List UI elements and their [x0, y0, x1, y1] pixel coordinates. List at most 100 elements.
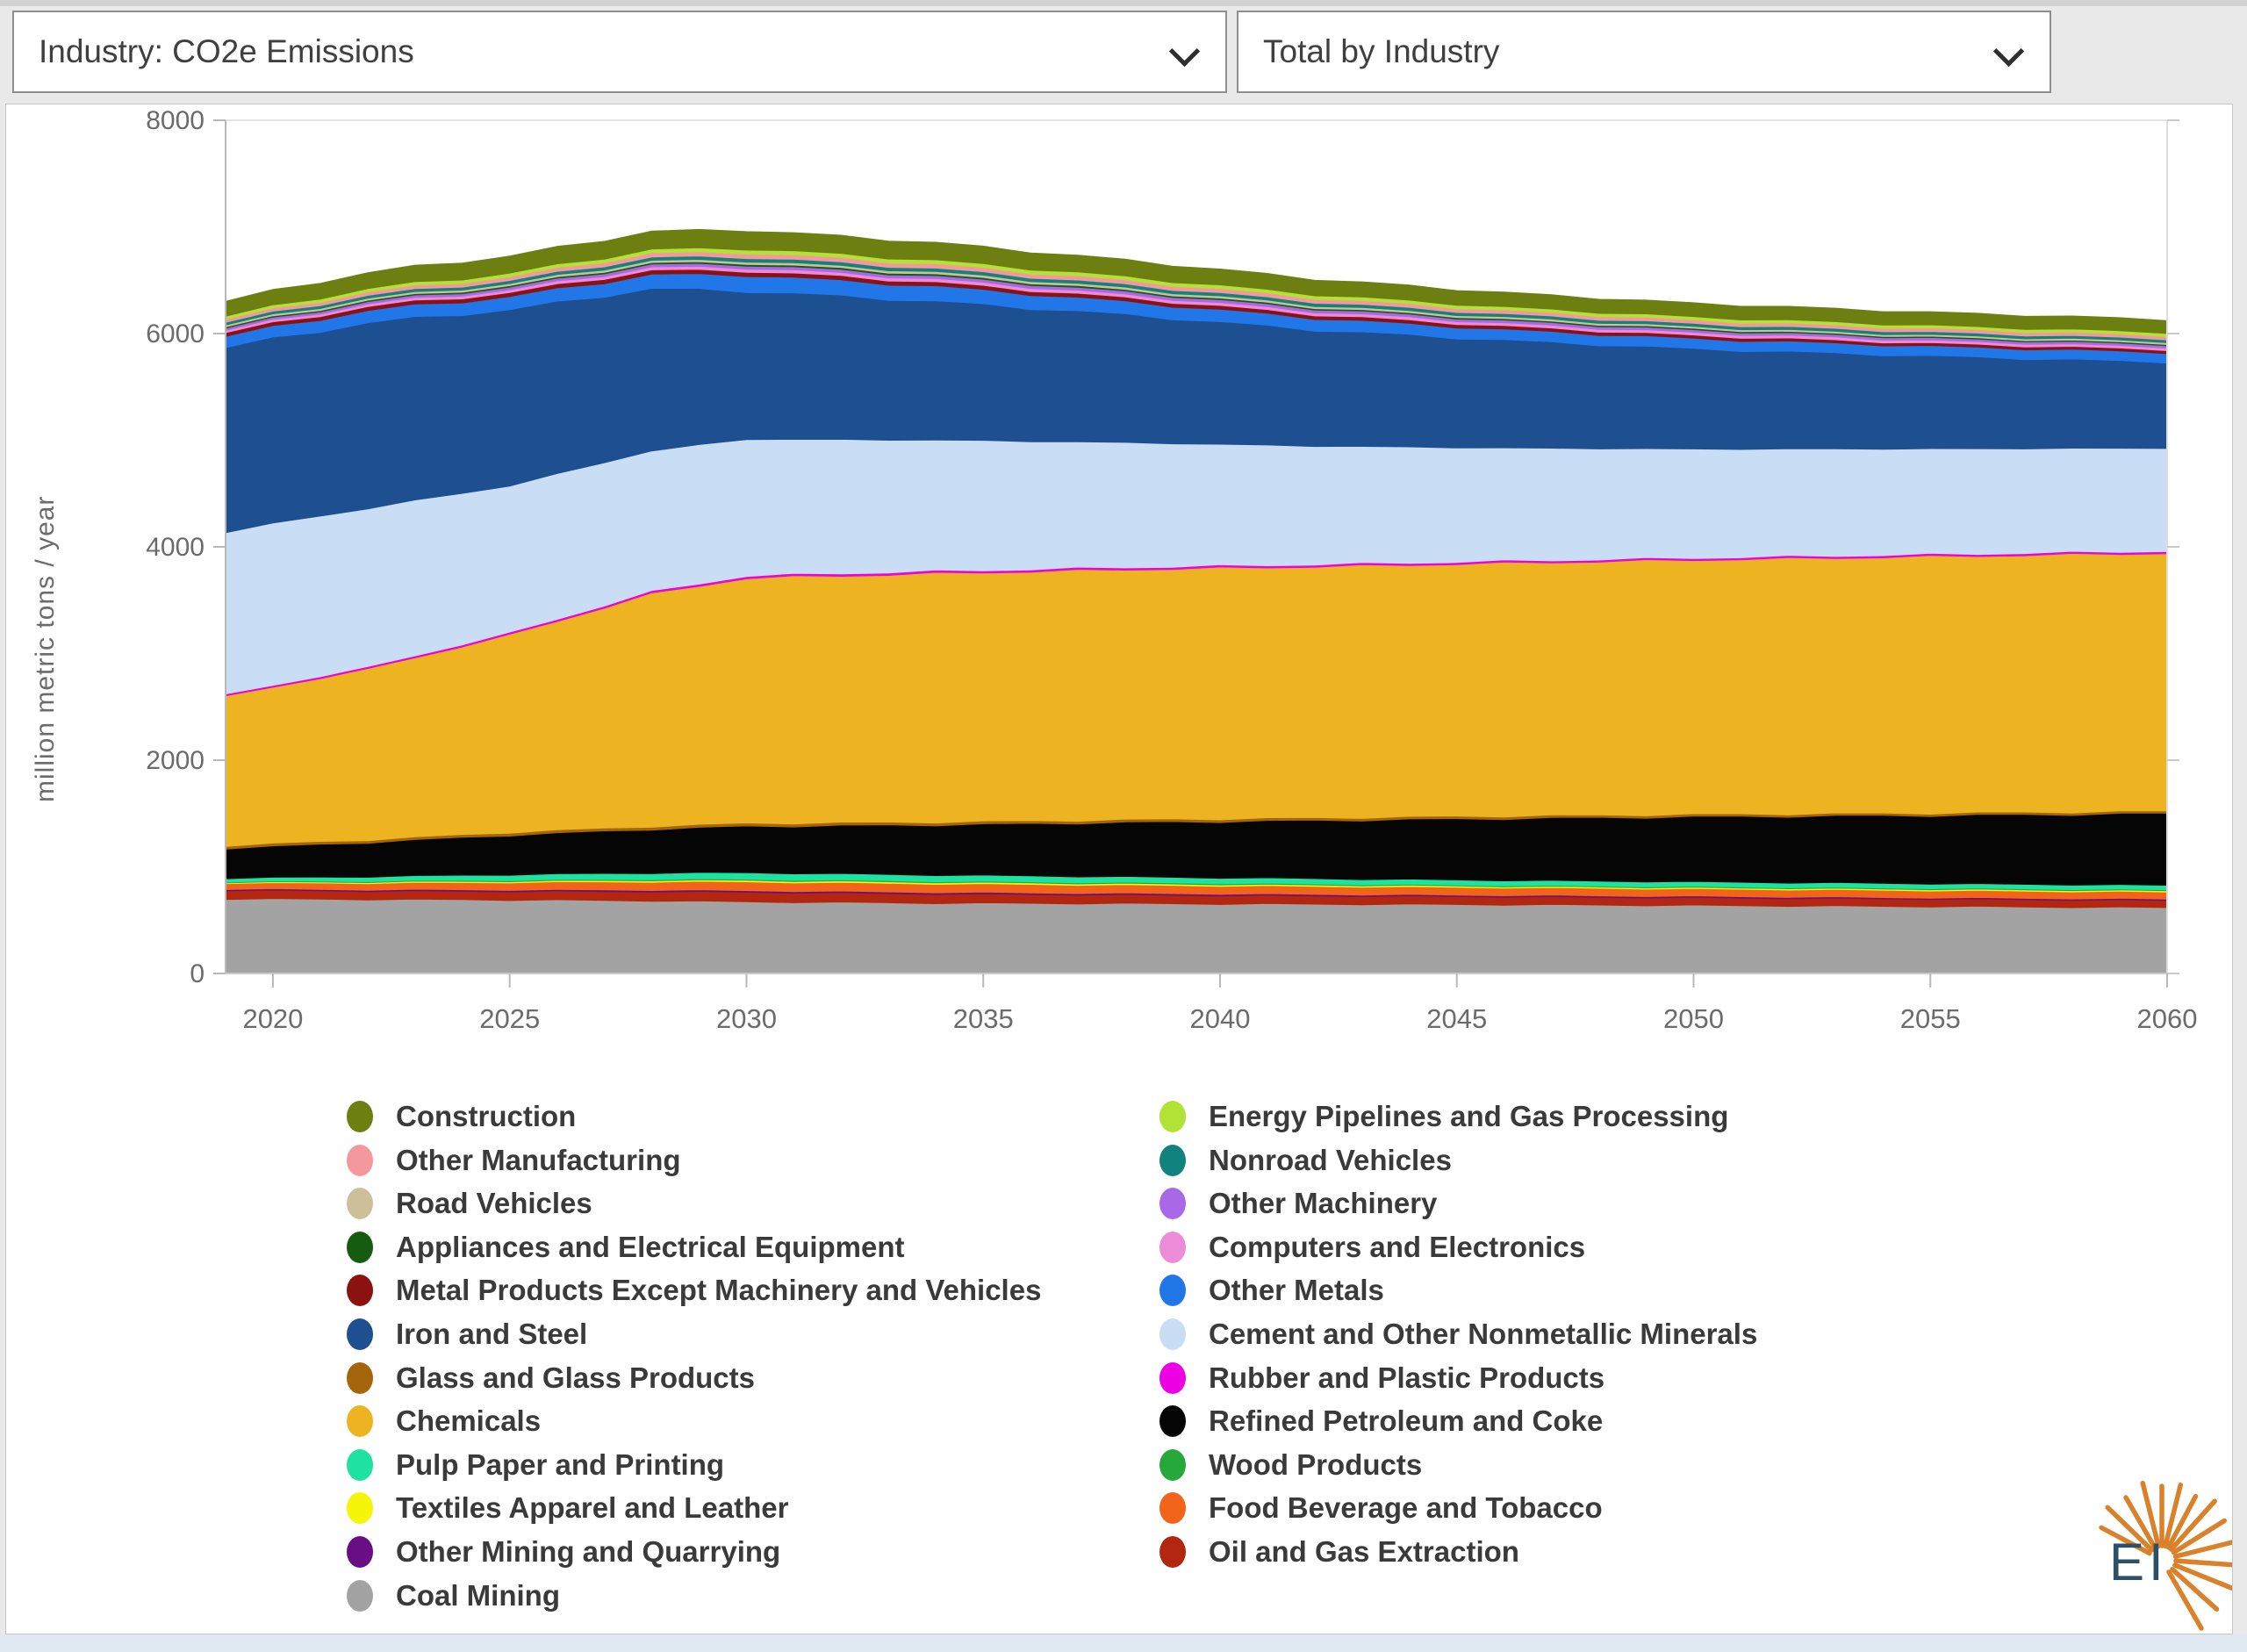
x-tick-label: 2060 — [2137, 1003, 2198, 1034]
legend-item-pulp-paper-and-printing[interactable]: Pulp Paper and Printing — [347, 1443, 724, 1487]
legend-label: Other Manufacturing — [396, 1143, 681, 1176]
legend-swatch — [1159, 1144, 1186, 1176]
legend-item-glass-and-glass-products[interactable]: Glass and Glass Products — [347, 1356, 755, 1400]
legend-swatch — [1159, 1275, 1186, 1307]
legend-swatch — [1159, 1448, 1186, 1481]
legend-item-cement-and-other-nonmetallic-minerals[interactable]: Cement and Other Nonmetallic Minerals — [1159, 1312, 1757, 1356]
legend-swatch — [1159, 1492, 1186, 1525]
legend-swatch — [1159, 1361, 1186, 1394]
chart-panel: million metric tons / year 0 2000 4000 6000… — [5, 104, 2240, 1634]
legend-label: Pulp Paper and Printing — [396, 1447, 725, 1481]
metric-select[interactable]: Industry: CO2e Emissions — [12, 11, 1227, 93]
legend-label: Construction — [396, 1100, 577, 1132]
y-tick-label: 2000 — [146, 746, 205, 775]
x-tick-label: 2055 — [1900, 1003, 1961, 1034]
bottom-accent-strip — [0, 1634, 2247, 1652]
legend-label: Other Mining and Quarrying — [396, 1535, 781, 1568]
legend-item-chemicals[interactable]: Chemicals — [347, 1399, 541, 1443]
legend-label: Oil and Gas Extraction — [1209, 1535, 1519, 1568]
legend-item-computers-and-electronics[interactable]: Computers and Electronics — [1159, 1225, 1585, 1269]
logo-text: EI — [2109, 1533, 2168, 1591]
legend-item-rubber-and-plastic-products[interactable]: Rubber and Plastic Products — [1159, 1356, 1604, 1400]
y-tick-label: 4000 — [146, 533, 205, 562]
legend-item-coal-mining[interactable]: Coal Mining — [347, 1574, 560, 1618]
chart-plot[interactable]: 0 2000 4000 6000 8000 2020 2025 2030 2035 2040 204… — [6, 104, 2234, 1096]
legend-item-other-machinery[interactable]: Other Machinery — [1159, 1182, 1437, 1225]
x-tick-label: 2030 — [716, 1003, 777, 1034]
legend-swatch — [347, 1405, 373, 1438]
legend-label: Metal Products Except Machinery and Vehi… — [396, 1274, 1042, 1307]
legend-label: Textiles Apparel and Leather — [396, 1491, 789, 1525]
legend-swatch — [1159, 1318, 1186, 1350]
legend-swatch — [347, 1492, 373, 1525]
sunburst-ray — [2099, 1525, 2152, 1556]
sunburst-ray — [2165, 1493, 2199, 1550]
legend-label: Glass and Glass Products — [396, 1361, 755, 1394]
legend-label: Cement and Other Nonmetallic Minerals — [1209, 1318, 1758, 1350]
legend-swatch — [347, 1448, 373, 1481]
legend-item-energy-pipelines-and-gas-processing[interactable]: Energy Pipelines and Gas Processing — [1159, 1095, 1728, 1138]
chevron-down-icon — [1168, 35, 1201, 68]
sunburst-ray — [2172, 1562, 2236, 1591]
legend-label: Computers and Electronics — [1209, 1230, 1586, 1263]
legend-swatch — [347, 1318, 373, 1350]
chart-legend: Construction Other Manufacturing Road Vehi… — [6, 1072, 2234, 1616]
legend-item-construction[interactable]: Construction — [347, 1095, 576, 1138]
legend-item-oil-and-gas-extraction[interactable]: Oil and Gas Extraction — [1159, 1530, 1519, 1574]
legend-label: Energy Pipelines and Gas Processing — [1209, 1100, 1729, 1132]
legend-label: Refined Petroleum and Coke — [1209, 1404, 1604, 1438]
legend-item-refined-petroleum-and-coke[interactable]: Refined Petroleum and Coke — [1159, 1399, 1603, 1443]
view-select[interactable]: Total by Industry — [1237, 11, 2051, 93]
legend-item-metal-products-except-machinery-and-vehicles[interactable]: Metal Products Except Machinery and Vehi… — [347, 1268, 1041, 1312]
x-tick-label: 2035 — [953, 1003, 1014, 1034]
sunburst-ray — [2172, 1538, 2240, 1559]
chevron-down-icon — [1992, 35, 2025, 68]
company-logo: EI — [2074, 1474, 2240, 1632]
toolbar: Industry: CO2e Emissions Total by Indust… — [0, 0, 2247, 104]
legend-label: Wood Products — [1209, 1447, 1423, 1481]
sunburst-ray — [2105, 1505, 2155, 1553]
legend-item-food-beverage-and-tobacco[interactable]: Food Beverage and Tobacco — [1159, 1486, 1603, 1530]
sunburst-ray — [2170, 1566, 2220, 1612]
sunburst-ray — [2123, 1495, 2157, 1550]
legend-swatch — [347, 1536, 373, 1568]
sunburst-ray — [2166, 1569, 2204, 1631]
legend-label: Chemicals — [396, 1404, 542, 1438]
legend-item-nonroad-vehicles[interactable]: Nonroad Vehicles — [1159, 1138, 1452, 1182]
legend-item-textiles-apparel-and-leather[interactable]: Textiles Apparel and Leather — [347, 1486, 788, 1530]
legend-label: Coal Mining — [396, 1578, 560, 1612]
legend-swatch — [1159, 1101, 1186, 1132]
sunburst-icon — [2099, 1480, 2240, 1631]
sunburst-ray — [2171, 1518, 2227, 1555]
legend-swatch — [347, 1579, 373, 1612]
sunburst-ray — [2140, 1480, 2161, 1549]
legend-item-other-manufacturing[interactable]: Other Manufacturing — [347, 1138, 681, 1182]
sunburst-ray — [2168, 1498, 2217, 1552]
legend-item-other-mining-and-quarrying[interactable]: Other Mining and Quarrying — [347, 1530, 780, 1574]
view-select-value: Total by Industry — [1263, 33, 1500, 69]
legend-item-wood-products[interactable]: Wood Products — [1159, 1443, 1422, 1487]
sunburst-ray — [2173, 1558, 2235, 1568]
legend-swatch — [1159, 1405, 1186, 1438]
legend-swatch — [347, 1361, 373, 1394]
y-tick-label: 0 — [190, 959, 205, 988]
y-tick-label: 6000 — [146, 320, 205, 348]
legend-swatch — [1159, 1536, 1186, 1568]
legend-item-iron-and-steel[interactable]: Iron and Steel — [347, 1312, 587, 1356]
y-tick-label: 8000 — [146, 106, 205, 135]
legend-item-appliances-and-electrical-equipment[interactable]: Appliances and Electrical Equipment — [347, 1225, 904, 1269]
legend-swatch — [347, 1188, 373, 1220]
legend-label: Other Metals — [1209, 1274, 1384, 1307]
x-tick-label: 2050 — [1663, 1003, 1724, 1034]
legend-swatch — [1159, 1188, 1186, 1220]
legend-item-road-vehicles[interactable]: Road Vehicles — [347, 1182, 592, 1225]
area-series-coal-mining[interactable] — [225, 898, 2168, 974]
legend-label: Other Machinery — [1209, 1187, 1438, 1220]
legend-label: Appliances and Electrical Equipment — [396, 1230, 905, 1263]
legend-swatch — [347, 1101, 373, 1132]
x-tick-label: 2025 — [479, 1003, 540, 1034]
legend-label: Iron and Steel — [396, 1318, 588, 1350]
x-tick-label: 2045 — [1426, 1003, 1487, 1034]
legend-swatch — [347, 1231, 373, 1263]
legend-item-other-metals[interactable]: Other Metals — [1159, 1268, 1384, 1312]
